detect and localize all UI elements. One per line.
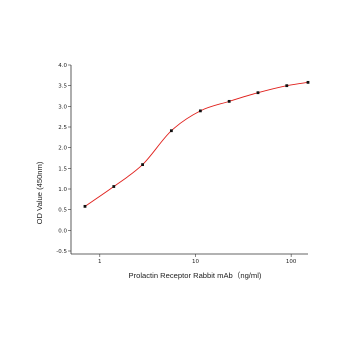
y-tick-label: 0.5 (58, 208, 67, 214)
y-tick-label: 2.5 (58, 125, 67, 131)
data-point (227, 99, 231, 103)
data-point (306, 80, 310, 84)
y-tick-label: 0.0 (58, 228, 67, 234)
y-axis: 4.0 3.5 3.0 2.5 2.0 1.5 1.0 0.5 0.0 -0.5 (56, 63, 72, 255)
y-tick-label: -0.5 (56, 249, 67, 255)
x-axis-title: Prolactin Receptor Rabbit mAb（ng/ml) (129, 271, 262, 280)
fit-curve-line (84, 81, 309, 207)
data-point (169, 129, 173, 133)
data-point (285, 84, 289, 88)
x-axis: 1 10 100 (71, 253, 308, 265)
data-points (83, 80, 310, 208)
y-axis-title: OD Value (450nm) (35, 161, 44, 224)
y-tick-label: 3.0 (58, 104, 67, 110)
data-point (141, 163, 144, 167)
data-point (256, 91, 260, 95)
y-tick-label: 1.0 (58, 187, 67, 193)
data-point (112, 185, 116, 188)
y-tick-label: 3.5 (58, 84, 67, 90)
x-tick-label: 10 (192, 259, 199, 265)
x-tick-label: 100 (286, 259, 297, 265)
y-tick-label: 1.5 (58, 166, 67, 172)
y-tick-label: 2.0 (58, 146, 67, 152)
x-tick-label: 1 (98, 259, 102, 265)
y-tick-label: 4.0 (58, 63, 67, 69)
data-point (83, 204, 87, 208)
data-point (198, 109, 202, 113)
